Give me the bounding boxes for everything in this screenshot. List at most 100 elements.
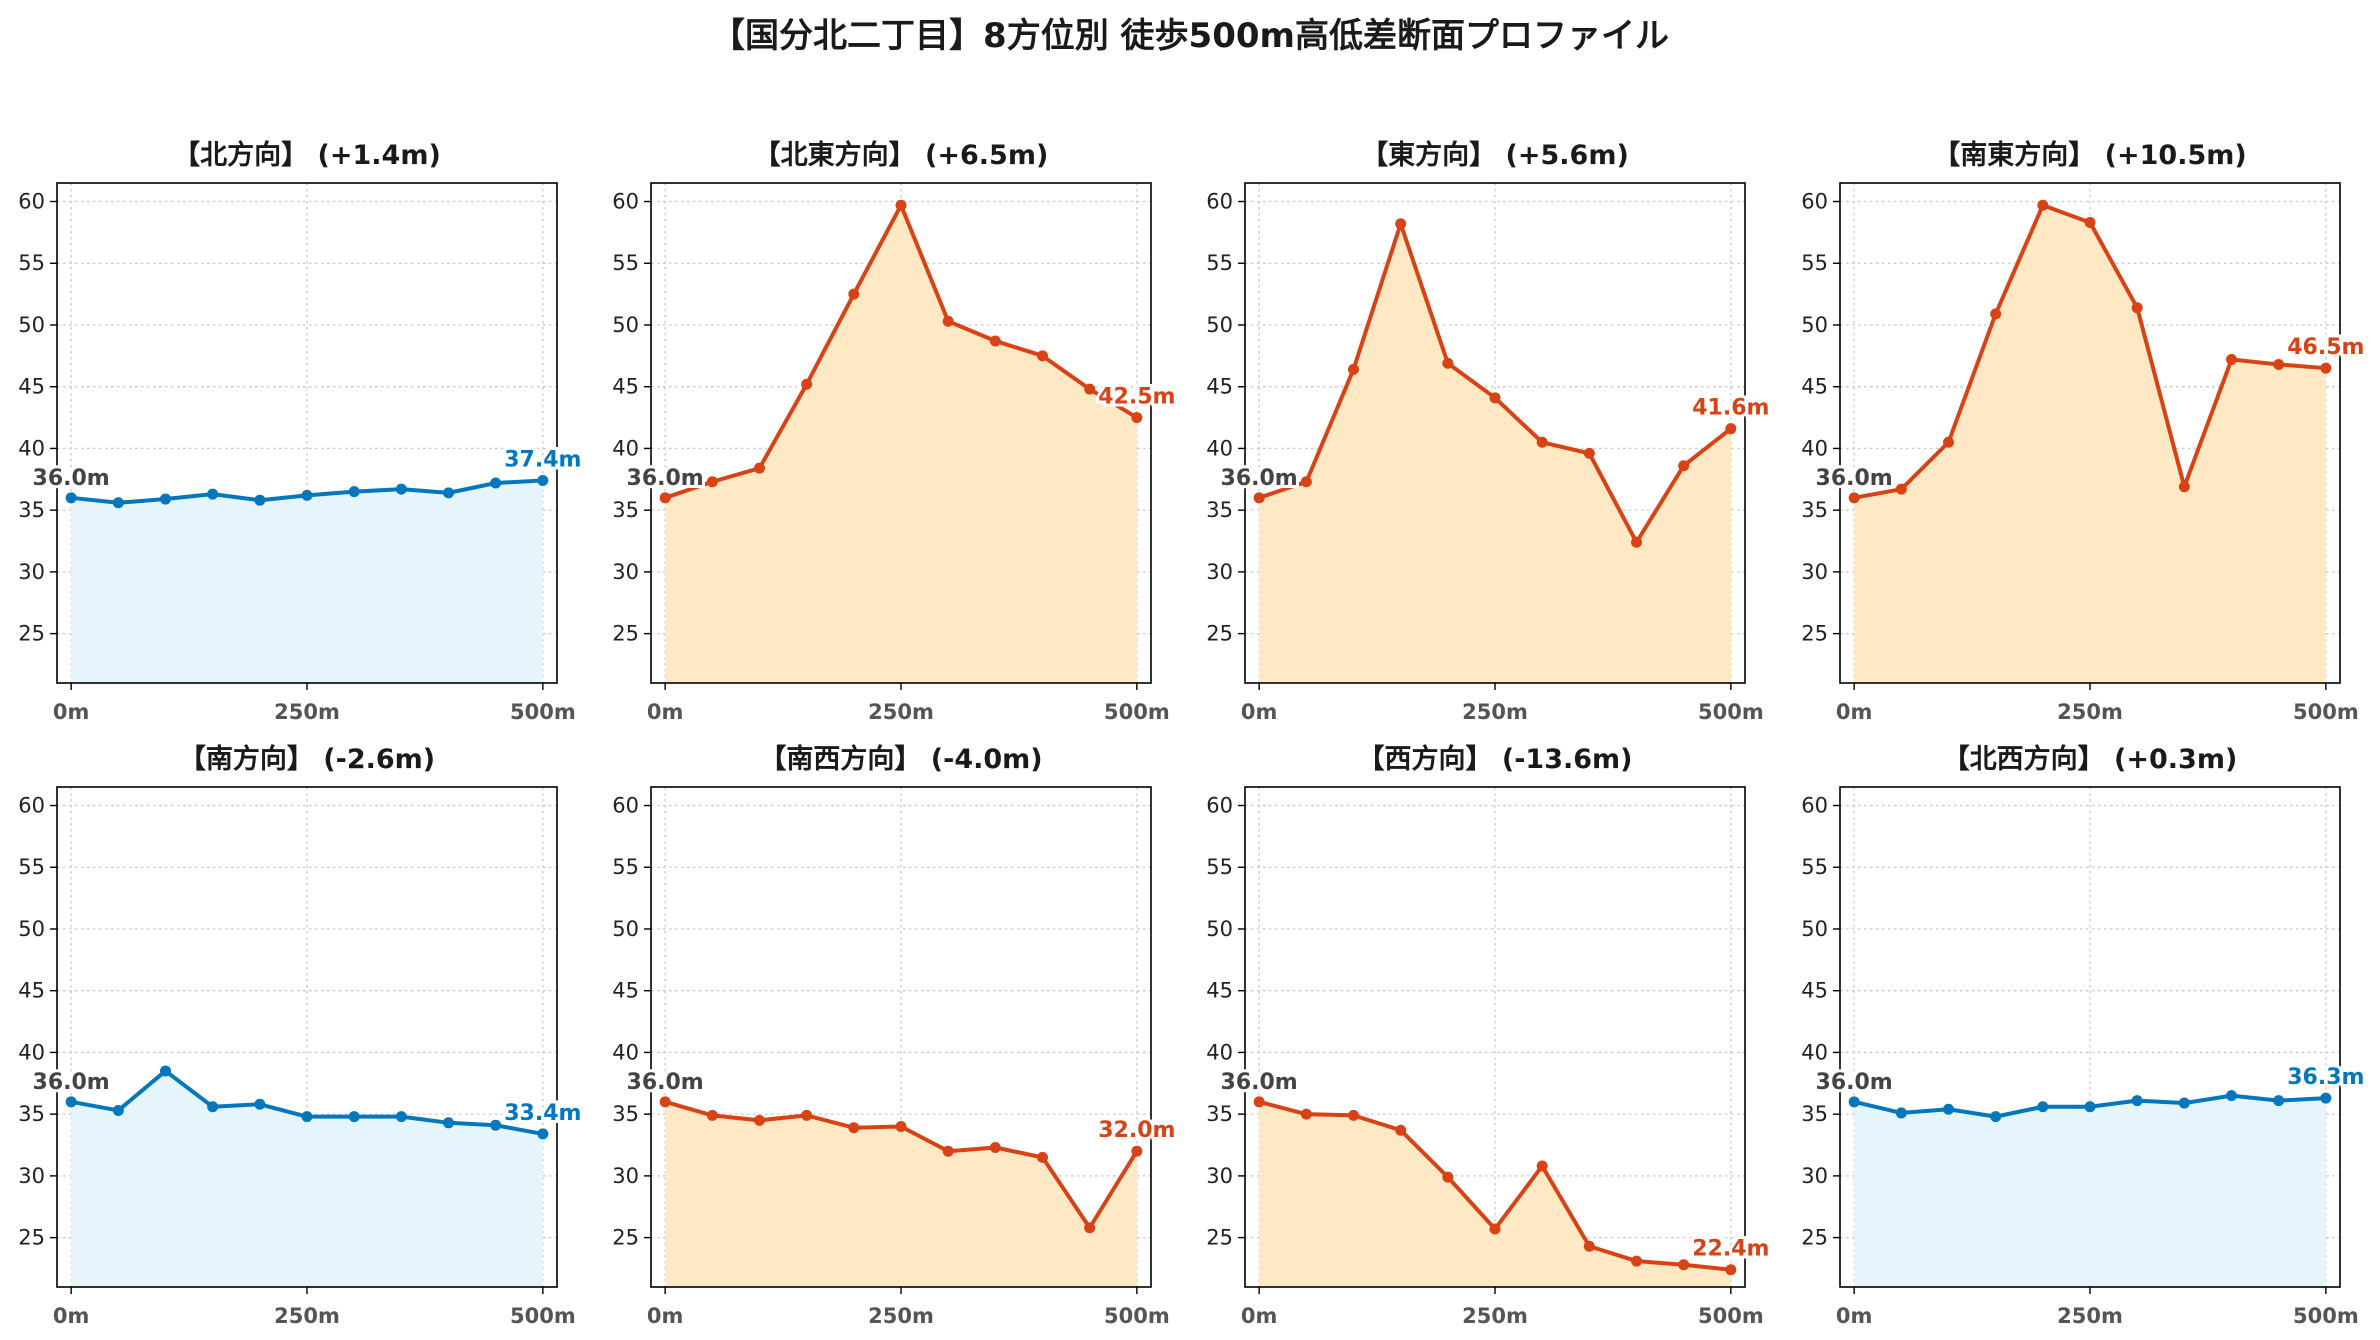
- y-tick-label: 55: [1801, 855, 1828, 879]
- data-point: [2084, 1101, 2096, 1113]
- data-point: [2226, 354, 2238, 366]
- data-point: [659, 1096, 671, 1108]
- data-point: [1583, 447, 1595, 459]
- y-tick-label: 35: [1801, 498, 1828, 522]
- figure-title: 【国分北二丁目】8方位別 徒歩500m高低差断面プロファイル: [711, 16, 1669, 56]
- y-tick-label: 35: [18, 1102, 45, 1126]
- data-point: [989, 1141, 1001, 1153]
- data-point: [112, 497, 124, 509]
- data-point: [490, 477, 502, 489]
- data-point: [1489, 392, 1501, 404]
- area-fill: [665, 205, 1137, 683]
- data-point: [1489, 1223, 1501, 1235]
- x-tick-label: 250m: [1462, 1304, 1528, 1328]
- data-point: [1895, 483, 1907, 495]
- data-point: [2131, 1095, 2143, 1107]
- data-point: [1442, 357, 1454, 369]
- end-elevation-label: 32.0m: [1098, 1118, 1175, 1143]
- data-point: [395, 1111, 407, 1123]
- data-point: [848, 288, 860, 300]
- y-tick-label: 25: [612, 622, 639, 646]
- data-point: [848, 1122, 860, 1134]
- data-point: [1990, 1111, 2002, 1123]
- data-point: [159, 1065, 171, 1077]
- data-point: [753, 462, 765, 474]
- y-tick-label: 60: [612, 794, 639, 818]
- data-point: [1300, 1108, 1312, 1120]
- y-tick-label: 25: [1801, 622, 1828, 646]
- data-point: [1725, 423, 1737, 435]
- x-tick-label: 500m: [1698, 1304, 1764, 1328]
- area-fill: [71, 1070, 543, 1287]
- data-point: [112, 1104, 124, 1116]
- y-tick-label: 25: [1801, 1226, 1828, 1250]
- data-point: [2273, 358, 2285, 370]
- x-tick-label: 250m: [274, 700, 340, 724]
- subplot-title: 【東方向】 (+5.6m): [1361, 139, 1629, 171]
- y-tick-label: 25: [18, 622, 45, 646]
- x-tick-label: 0m: [1241, 700, 1278, 724]
- data-point: [1131, 412, 1143, 424]
- end-elevation-label: 33.4m: [504, 1101, 581, 1126]
- data-point: [207, 1101, 219, 1113]
- y-tick-label: 30: [1206, 560, 1233, 584]
- y-tick-label: 60: [18, 794, 45, 818]
- data-point: [1942, 436, 1954, 448]
- y-tick-label: 50: [1206, 917, 1233, 941]
- start-elevation-label: 36.0m: [1816, 1070, 1893, 1095]
- data-point: [254, 494, 266, 506]
- data-point: [706, 476, 718, 488]
- data-point: [1583, 1240, 1595, 1252]
- data-point: [1631, 536, 1643, 548]
- data-point: [301, 489, 313, 501]
- area-fill: [1259, 223, 1731, 684]
- data-point: [1395, 1124, 1407, 1136]
- data-point: [706, 1109, 718, 1121]
- data-point: [65, 492, 77, 504]
- y-tick-label: 30: [1801, 1164, 1828, 1188]
- area-fill: [1854, 205, 2326, 683]
- x-tick-label: 500m: [1104, 1304, 1170, 1328]
- y-tick-label: 45: [1801, 979, 1828, 1003]
- y-tick-label: 40: [1206, 436, 1233, 460]
- data-point: [348, 1111, 360, 1123]
- subplot-title: 【南東方向】 (+10.5m): [1933, 139, 2246, 171]
- data-point: [1942, 1103, 1954, 1115]
- y-tick-label: 50: [18, 917, 45, 941]
- data-point: [2084, 217, 2096, 229]
- y-tick-label: 50: [612, 313, 639, 337]
- y-tick-label: 35: [1206, 1102, 1233, 1126]
- data-point: [895, 1121, 907, 1133]
- y-tick-label: 55: [1206, 251, 1233, 275]
- y-tick-label: 30: [1206, 1164, 1233, 1188]
- data-point: [1678, 460, 1690, 472]
- y-tick-label: 55: [18, 855, 45, 879]
- data-point: [1536, 436, 1548, 448]
- subplot-7: 25 30 35 40 45 50 55 60 0m 250m 500m 【北西方向】 (+0.3m)…: [1801, 743, 2367, 1328]
- start-elevation-label: 36.0m: [1221, 1070, 1298, 1095]
- y-tick-label: 45: [18, 375, 45, 399]
- subplot-title: 【北東方向】 (+6.5m): [754, 139, 1049, 171]
- y-tick-label: 25: [1206, 622, 1233, 646]
- data-point: [1084, 1222, 1096, 1234]
- start-elevation-label: 36.0m: [1816, 466, 1893, 491]
- data-point: [2178, 481, 2190, 493]
- y-tick-label: 45: [1206, 979, 1233, 1003]
- end-elevation-label: 37.4m: [504, 448, 581, 473]
- y-tick-label: 25: [1206, 1226, 1233, 1250]
- data-point: [1678, 1259, 1690, 1271]
- data-point: [989, 335, 1001, 347]
- area-fill: [1259, 1101, 1731, 1287]
- subplot-2: 25 30 35 40 45 50 55 60 0m 250m 500m 【東方向】 (+5.6m) 3…: [1206, 139, 1772, 724]
- y-tick-label: 55: [612, 855, 639, 879]
- end-elevation-label: 46.5m: [2287, 335, 2364, 360]
- end-elevation-label: 41.6m: [1692, 396, 1769, 421]
- x-tick-label: 0m: [647, 700, 684, 724]
- y-tick-label: 30: [18, 1164, 45, 1188]
- data-point: [942, 1145, 954, 1157]
- x-tick-label: 0m: [53, 1304, 90, 1328]
- y-tick-label: 35: [18, 498, 45, 522]
- data-point: [2226, 1090, 2238, 1102]
